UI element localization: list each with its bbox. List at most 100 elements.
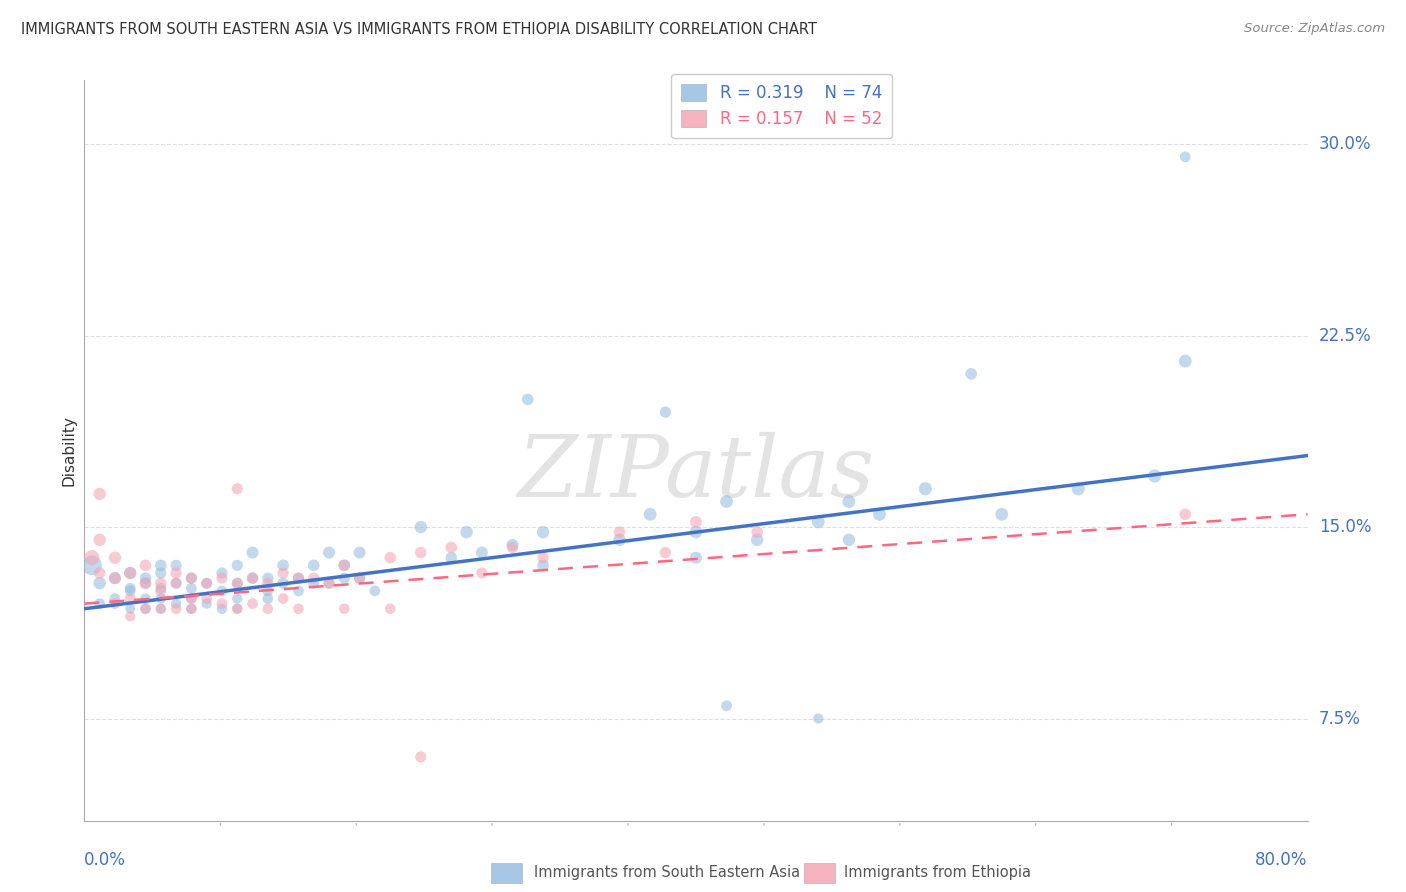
Point [149, 601, 172, 615]
Point [471, 566, 494, 580]
Point [287, 601, 309, 615]
Point [380, 550, 402, 565]
Point [747, 525, 769, 540]
Point [149, 558, 172, 573]
Point [180, 601, 202, 615]
Point [149, 576, 172, 591]
Point [120, 566, 142, 580]
Point [120, 583, 142, 598]
Point [135, 601, 157, 615]
Point [165, 558, 187, 573]
Point [318, 576, 340, 591]
Point [609, 525, 631, 540]
Point [333, 558, 356, 573]
Point [165, 566, 187, 580]
Point [149, 583, 172, 598]
Point [180, 571, 202, 585]
Point [180, 601, 202, 615]
Point [135, 558, 157, 573]
Text: 22.5%: 22.5% [1319, 326, 1371, 344]
Point [1174, 508, 1197, 522]
Point [135, 576, 157, 591]
Legend: R = 0.319    N = 74, R = 0.157    N = 52: R = 0.319 N = 74, R = 0.157 N = 52 [671, 74, 891, 138]
Point [165, 597, 187, 611]
Point [89, 566, 111, 580]
Point [226, 591, 249, 606]
Point [120, 582, 142, 596]
Y-axis label: Disability: Disability [60, 415, 76, 486]
Point [318, 545, 340, 559]
Point [302, 558, 325, 573]
Point [180, 591, 202, 606]
Point [302, 576, 325, 591]
Point [257, 583, 280, 598]
Point [120, 609, 142, 624]
Point [165, 576, 187, 591]
Text: IMMIGRANTS FROM SOUTH EASTERN ASIA VS IMMIGRANTS FROM ETHIOPIA DISABILITY CORREL: IMMIGRANTS FROM SOUTH EASTERN ASIA VS IM… [21, 22, 817, 37]
Text: Immigrants from Ethiopia: Immigrants from Ethiopia [844, 865, 1031, 880]
Point [226, 576, 249, 591]
Point [180, 571, 202, 585]
Point [747, 533, 769, 547]
Point [471, 545, 494, 559]
Point [318, 576, 340, 591]
Point [869, 508, 891, 522]
Point [165, 601, 187, 615]
Point [440, 541, 463, 555]
Point [80, 558, 103, 573]
Point [333, 571, 356, 585]
Point [211, 601, 233, 615]
Point [807, 515, 830, 529]
Point [226, 601, 249, 615]
Point [135, 601, 157, 615]
Point [165, 576, 187, 591]
Point [226, 601, 249, 615]
Point [180, 591, 202, 606]
Point [960, 367, 983, 381]
Point [120, 591, 142, 606]
Point [685, 525, 707, 540]
Point [349, 571, 371, 585]
Point [685, 515, 707, 529]
Point [333, 601, 356, 615]
Point [242, 571, 264, 585]
Point [1174, 354, 1197, 368]
Text: 80.0%: 80.0% [1256, 851, 1308, 869]
Point [654, 545, 676, 559]
Point [180, 582, 202, 596]
Point [271, 591, 294, 606]
Point [149, 601, 172, 615]
Point [135, 591, 157, 606]
Point [531, 558, 554, 573]
Point [349, 571, 371, 585]
Point [211, 566, 233, 580]
Point [120, 601, 142, 615]
Point [1174, 150, 1197, 164]
Text: 7.5%: 7.5% [1319, 709, 1361, 728]
Point [349, 545, 371, 559]
Point [195, 576, 218, 591]
Point [716, 494, 738, 508]
Point [104, 591, 127, 606]
Point [440, 550, 463, 565]
Text: ZIPatlas: ZIPatlas [517, 432, 875, 514]
Point [914, 482, 936, 496]
Point [195, 597, 218, 611]
Point [257, 576, 280, 591]
Point [226, 576, 249, 591]
Point [409, 749, 432, 764]
Point [257, 601, 280, 615]
Point [120, 566, 142, 580]
Point [149, 566, 172, 580]
Text: 0.0%: 0.0% [84, 851, 127, 869]
Text: 30.0%: 30.0% [1319, 135, 1371, 153]
Text: 15.0%: 15.0% [1319, 518, 1371, 536]
Point [89, 487, 111, 501]
Point [456, 525, 478, 540]
Point [211, 571, 233, 585]
Point [654, 405, 676, 419]
Point [135, 571, 157, 585]
Point [287, 571, 309, 585]
Point [287, 583, 309, 598]
Point [807, 712, 830, 726]
